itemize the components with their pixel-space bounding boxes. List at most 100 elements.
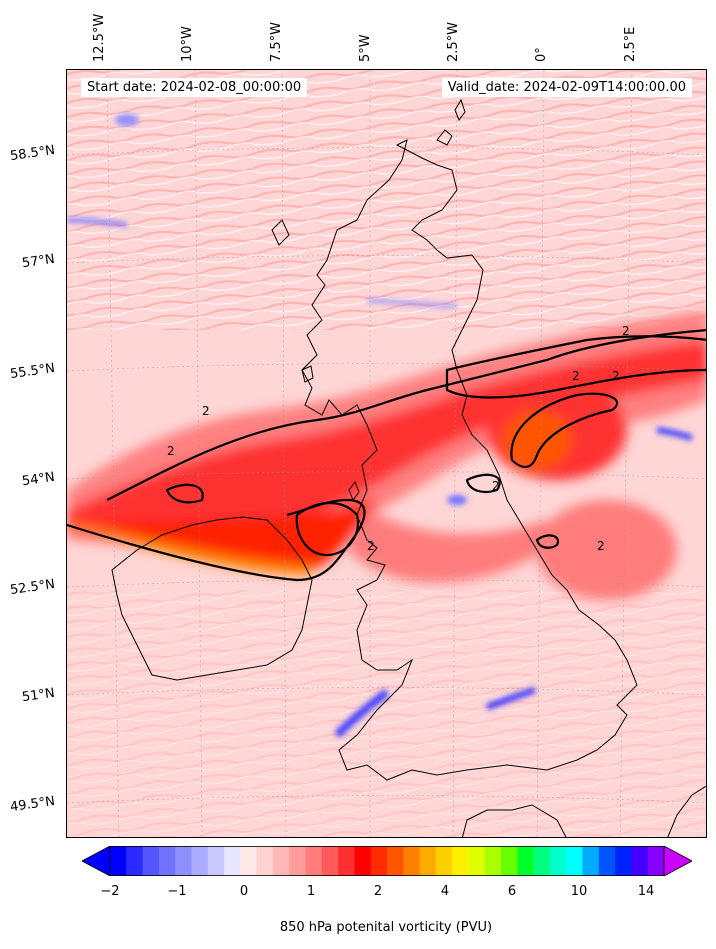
pv-contour-east-eddy [510, 392, 619, 468]
coast-great-britain [301, 139, 638, 781]
neg-pv-streak-5 [366, 298, 458, 308]
colorbar-segment [142, 846, 160, 876]
colorbar-segment [289, 846, 307, 876]
lat-label-58-5n: 58.5°N [9, 142, 56, 165]
negative-pv-group [67, 114, 693, 738]
pv-tongue-south [347, 510, 553, 583]
colorbar-tick-2: 2 [373, 884, 383, 899]
pv-contour-labels: 2 2 2 2 2 2 2 2 [167, 324, 630, 553]
pv-band-core [77, 499, 376, 571]
start-date-label: Start date: 2024-02-08_00:00:00 [81, 78, 308, 97]
pv-orange-strip [72, 522, 314, 576]
colorbar-segment [305, 846, 323, 876]
lat-label-57n: 57°N [21, 251, 56, 272]
parallel-55-5n [67, 363, 706, 372]
meridian-0 [536, 70, 545, 837]
lat-label-51n: 51°N [21, 685, 56, 706]
neg-pv-streak-3 [656, 427, 693, 441]
colorbar-segment [256, 846, 274, 876]
colorbar-tick-0: 0 [239, 884, 249, 899]
colorbar-label: 850 hPa potenital vorticity (PVU) [279, 920, 493, 935]
colorbar-segment [647, 846, 665, 876]
lon-label-7-5w: 7.5°W [269, 21, 284, 62]
coast-isle-of-man [348, 480, 360, 502]
pv-contour-label-3: 2 [622, 324, 630, 338]
pv-contour-irish-sea [295, 501, 360, 557]
colorbar-segment [468, 846, 486, 876]
colorbar-segment [631, 846, 649, 876]
pv-contour-ireland [106, 329, 706, 501]
colorbar-segment [207, 846, 225, 876]
coast-lewis [271, 219, 290, 246]
lon-label-5w: 5°W [358, 34, 373, 62]
neg-pv-streak-2 [486, 687, 536, 710]
meridian-2-5e [619, 70, 633, 837]
parallel-52-5n [67, 579, 706, 588]
colorbar-segment [354, 846, 372, 876]
colorbar-frame [109, 846, 665, 876]
parallel-51n [67, 687, 706, 696]
pv-contour-label-5: 2 [572, 369, 580, 383]
coast-ireland [111, 516, 313, 681]
lat-label-52-5n: 52.5°N [9, 576, 56, 599]
pv-contour-label-4: 2 [612, 369, 620, 383]
coast-islay [301, 365, 314, 383]
colorbar-segment [403, 846, 421, 876]
pv-contour-label-8: 2 [492, 479, 500, 493]
colorbar-segment [435, 846, 453, 876]
lon-label-12-5w: 12.5°W [92, 13, 107, 62]
colorbar-segment [419, 846, 437, 876]
coast-shetland [454, 98, 466, 122]
neg-pv-spot-1 [115, 114, 139, 126]
neg-pv-streak-1 [334, 688, 390, 738]
colorbar-tick-4: 4 [440, 884, 450, 899]
colorbar-svg [82, 846, 692, 876]
meridian-12-5w [106, 70, 120, 837]
pv-contour-small-3 [535, 534, 560, 549]
colorbar-segment [501, 846, 518, 876]
meridian-7-5w [281, 70, 287, 837]
colorbar-segment [110, 846, 127, 876]
graticule [67, 70, 706, 837]
pv-contour-small-2 [465, 473, 501, 494]
pv-field-map: 2 2 2 2 2 2 2 2 [67, 70, 706, 837]
colorbar-segment [175, 846, 192, 876]
pv-contour-small-1 [165, 483, 204, 504]
colorbar-segment [321, 846, 339, 876]
lon-label-0: 0° [534, 47, 549, 62]
valid-date-label: Valid_date: 2024-02-09T14:00:00.00 [441, 78, 692, 97]
colorbar-tick-neg1: −1 [167, 884, 187, 899]
pv-streaks-north [67, 70, 706, 330]
colorbar-segment [224, 846, 241, 876]
colorbar-tick-1: 1 [306, 884, 316, 899]
colorbar-segment [517, 846, 535, 876]
parallel-49-5n [67, 795, 706, 804]
colorbar-segment [452, 846, 469, 876]
lat-label-54n: 54°N [21, 469, 56, 490]
pv-streaks-south [67, 590, 706, 837]
colorbar-extend-over [663, 846, 692, 876]
colorbar-segment [582, 846, 600, 876]
colorbar-segment [272, 846, 290, 876]
pv-contour-label-2: 2 [202, 404, 210, 418]
lon-label-2-5w: 2.5°W [446, 21, 461, 62]
colorbar-tick-neg2: −2 [100, 884, 120, 899]
parallel-58-5n [67, 147, 706, 156]
neg-pv-streak-4 [67, 218, 128, 227]
parallel-57n [67, 255, 706, 264]
coastlines [111, 98, 706, 837]
colorbar-segment [338, 846, 355, 876]
colorbar-tick-10: 10 [570, 884, 588, 899]
meridian-10w [194, 70, 203, 837]
colorbar-segment [240, 846, 258, 876]
pv-contour-main [67, 498, 366, 582]
pv-contour-north-sea [445, 335, 706, 399]
colorbar-segment [484, 846, 502, 876]
colorbar-segment [126, 846, 144, 876]
colorbar [82, 846, 692, 876]
colorbar-tick-6: 6 [507, 884, 517, 899]
meridian-2-5w [452, 70, 458, 837]
lon-label-2-5e: 2.5°E [623, 26, 638, 62]
colorbar-segment [387, 846, 404, 876]
colorbar-segment [533, 846, 551, 876]
